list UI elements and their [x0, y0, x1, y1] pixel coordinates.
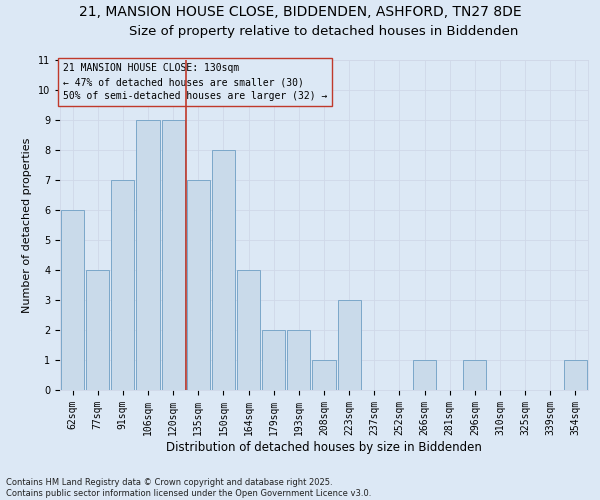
Bar [161, 120, 185, 390]
Bar [262, 330, 285, 390]
Bar [136, 120, 160, 390]
Bar [111, 180, 134, 390]
Bar [61, 210, 84, 390]
X-axis label: Distribution of detached houses by size in Biddenden: Distribution of detached houses by size … [166, 440, 482, 454]
Bar [413, 360, 436, 390]
Bar [212, 150, 235, 390]
Bar [237, 270, 260, 390]
Bar [564, 360, 587, 390]
Text: Contains HM Land Registry data © Crown copyright and database right 2025.
Contai: Contains HM Land Registry data © Crown c… [6, 478, 371, 498]
Text: 21 MANSION HOUSE CLOSE: 130sqm
← 47% of detached houses are smaller (30)
50% of : 21 MANSION HOUSE CLOSE: 130sqm ← 47% of … [62, 64, 327, 102]
Bar [463, 360, 487, 390]
Text: 21, MANSION HOUSE CLOSE, BIDDENDEN, ASHFORD, TN27 8DE: 21, MANSION HOUSE CLOSE, BIDDENDEN, ASHF… [79, 5, 521, 19]
Bar [313, 360, 335, 390]
Bar [187, 180, 210, 390]
Bar [86, 270, 109, 390]
Bar [287, 330, 310, 390]
Y-axis label: Number of detached properties: Number of detached properties [22, 138, 32, 312]
Title: Size of property relative to detached houses in Biddenden: Size of property relative to detached ho… [130, 25, 518, 38]
Bar [338, 300, 361, 390]
